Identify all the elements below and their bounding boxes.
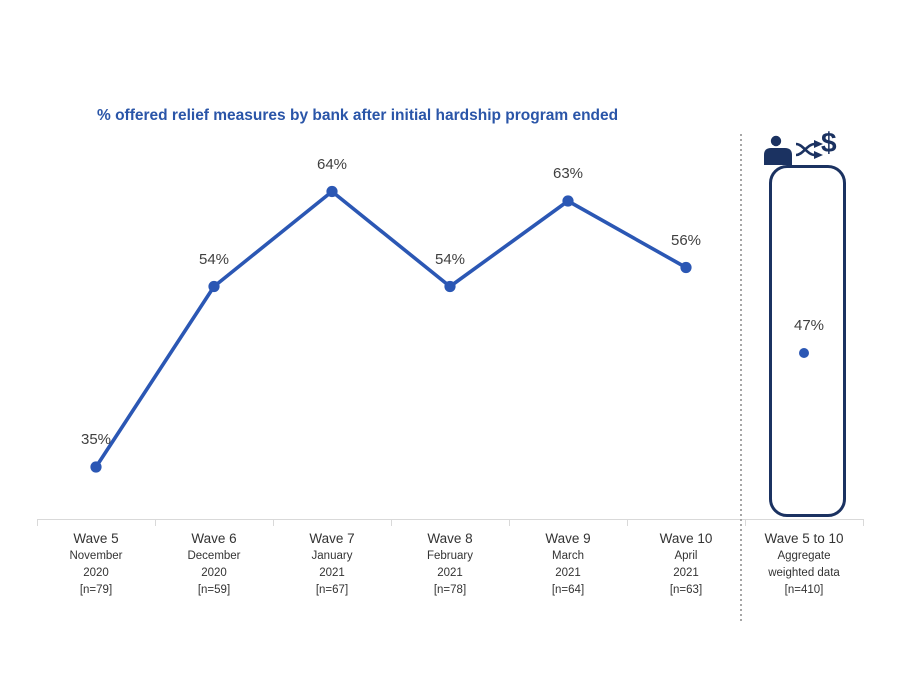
- category-sub-label: November: [69, 550, 123, 562]
- data-point-value: 54%: [434, 250, 466, 268]
- category-sub-label: March: [552, 550, 584, 562]
- data-point-value: 63%: [552, 165, 584, 182]
- x-axis-tick: [627, 519, 628, 526]
- category-sub-label: 2021: [319, 567, 345, 579]
- data-point-value: 64%: [316, 155, 348, 173]
- category-wave-label: Wave 5: [73, 531, 119, 546]
- category-sub-label: February: [426, 550, 474, 562]
- x-axis-tick: [391, 519, 392, 526]
- aggregate-category-label: Wave 5 to 10 Aggregate weighted data [n=410…: [745, 529, 863, 599]
- category-wave-label: Wave 6: [191, 531, 237, 546]
- data-point-marker: [562, 195, 574, 207]
- category-sub-label: 2020: [83, 567, 109, 579]
- category-wave-label: Wave 9: [545, 531, 591, 546]
- category-sub-label: [n=59]: [197, 584, 231, 596]
- person-icon: [764, 135, 792, 165]
- category-sub-label: 2021: [437, 567, 463, 579]
- data-point-value: 54%: [198, 250, 230, 268]
- data-point-marker: [444, 280, 456, 293]
- aggregate-data-point-value: 47%: [793, 317, 825, 334]
- category-sub-label: [n=63]: [669, 584, 703, 596]
- category-sub-label: January: [311, 550, 353, 562]
- category-sub-label: weighted data: [768, 567, 840, 579]
- exchange-arrows-icon: [795, 140, 823, 159]
- trend-line: [94, 189, 687, 468]
- category-label: Wave 7 January 2021 [n=67]: [273, 529, 391, 599]
- category-sub-label: April: [674, 550, 698, 562]
- category-sub-label: [n=64]: [551, 584, 585, 596]
- category-sub-label: 2021: [555, 567, 581, 579]
- aggregate-highlight-box: [769, 165, 846, 517]
- category-sub-label: [n=79]: [79, 584, 113, 596]
- category-sub-label: 2020: [201, 567, 227, 579]
- data-point-value: 56%: [670, 231, 702, 249]
- category-label: Wave 8 February 2021 [n=78]: [391, 529, 509, 599]
- x-axis-tick: [509, 519, 510, 526]
- category-sub-label: [n=410]: [784, 584, 824, 596]
- x-axis-line: [37, 519, 863, 520]
- category-label: Wave 9 March 2021 [n=64]: [509, 529, 627, 599]
- category-sub-label: Aggregate: [777, 550, 831, 562]
- category-wave-label: Wave 8: [427, 531, 473, 546]
- category-wave-label: Wave 5 to 10: [764, 531, 844, 546]
- data-point-marker: [326, 185, 338, 198]
- data-point-marker: [208, 280, 220, 293]
- category-label: Wave 6 December 2020 [n=59]: [155, 529, 273, 599]
- category-label: Wave 5 November 2020 [n=79]: [37, 529, 155, 599]
- data-point-marker: [90, 461, 102, 473]
- dollar-icon: $: [821, 127, 837, 158]
- data-point-marker: [680, 261, 692, 274]
- category-sub-label: [n=67]: [315, 584, 349, 596]
- x-axis-tick: [37, 519, 38, 526]
- x-axis-tick: [155, 519, 156, 526]
- data-point-value: 35%: [80, 431, 112, 448]
- category-sub-label: December: [187, 550, 241, 562]
- category-wave-label: Wave 10: [659, 531, 713, 546]
- x-axis-tick: [745, 519, 746, 526]
- category-sub-label: 2021: [673, 567, 699, 579]
- category-wave-label: Wave 7: [309, 531, 355, 546]
- category-sub-label: [n=78]: [433, 584, 467, 596]
- separator-dotted-line: [740, 134, 742, 623]
- x-axis-tick: [863, 519, 864, 526]
- category-label: Wave 10 April 2021 [n=63]: [627, 529, 745, 599]
- x-axis-tick: [273, 519, 274, 526]
- chart-title: % offered relief measures by bank after …: [97, 107, 619, 124]
